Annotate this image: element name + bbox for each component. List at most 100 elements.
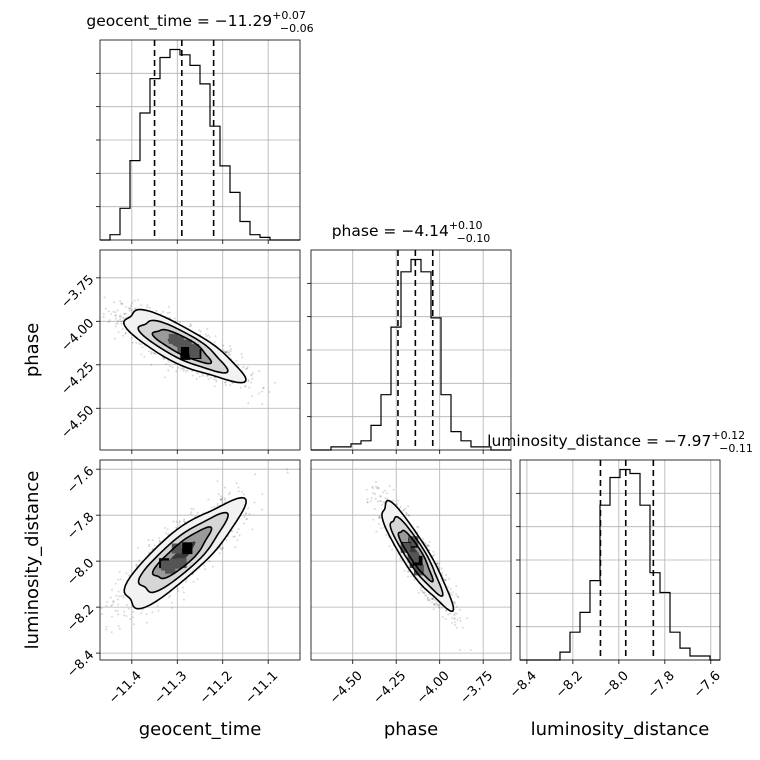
sample-point <box>117 331 120 334</box>
title-minus: −0.10 <box>457 232 491 245</box>
sample-point <box>229 345 231 348</box>
sample-point <box>451 593 453 596</box>
sample-point <box>426 544 429 547</box>
sample-point <box>230 348 233 350</box>
sample-point <box>246 367 248 370</box>
x-tick-label: −11.2 <box>197 668 236 707</box>
sample-point <box>245 367 248 370</box>
sample-point <box>128 309 131 312</box>
x-tick-label: −8.2 <box>553 668 586 701</box>
sample-point <box>116 609 119 612</box>
sample-point <box>378 499 381 502</box>
sample-point <box>421 591 424 594</box>
sample-point <box>117 613 119 616</box>
sample-point <box>219 546 222 549</box>
sample-point <box>262 387 265 389</box>
sample-point <box>216 502 219 505</box>
sample-point <box>382 491 385 494</box>
sample-point <box>115 317 117 320</box>
sample-point <box>407 514 410 517</box>
sample-point <box>437 562 440 565</box>
sample-point <box>261 403 264 406</box>
sample-point <box>165 363 168 366</box>
sample-point <box>191 374 194 377</box>
sample-point <box>107 321 110 324</box>
sample-point <box>245 518 248 521</box>
sample-point <box>377 486 380 489</box>
sample-point <box>247 402 250 405</box>
sample-point <box>437 565 440 568</box>
density-cell <box>165 563 176 574</box>
sample-point <box>236 531 239 534</box>
sample-point <box>140 612 142 615</box>
sample-point <box>459 608 462 611</box>
sample-point <box>116 578 119 581</box>
sample-point <box>455 605 458 608</box>
sample-point <box>105 625 108 628</box>
density-cell <box>189 348 200 358</box>
sample-point <box>220 498 223 501</box>
sample-point <box>436 602 439 605</box>
sample-point <box>116 322 119 325</box>
sample-point <box>170 607 173 609</box>
sample-point <box>229 353 232 356</box>
sample-point <box>247 380 250 383</box>
sample-point <box>225 351 228 354</box>
sample-point <box>167 533 170 536</box>
sample-point <box>175 370 178 373</box>
sample-point <box>457 596 460 599</box>
sample-point <box>211 565 214 568</box>
sample-point <box>110 313 113 315</box>
x-axis-label-phase: phase <box>384 719 438 740</box>
sample-point <box>384 489 386 492</box>
sample-point <box>421 589 424 592</box>
sample-point <box>151 539 154 541</box>
sample-point <box>221 501 224 504</box>
sample-point <box>117 319 120 322</box>
sample-point <box>225 539 228 541</box>
y-tick-label: −7.8 <box>64 510 97 543</box>
sample-point <box>261 390 263 393</box>
sample-point <box>399 506 402 508</box>
sample-point <box>115 322 118 325</box>
density-cell <box>180 347 191 357</box>
sample-point <box>431 597 434 600</box>
axes-frame <box>310 249 512 451</box>
sample-point <box>203 564 206 567</box>
sample-point <box>395 503 398 506</box>
sample-point <box>177 590 180 593</box>
sample-point <box>182 591 185 594</box>
sample-point <box>242 366 245 369</box>
sample-point <box>366 501 369 504</box>
sample-point <box>185 370 188 373</box>
sample-point <box>380 500 383 503</box>
sample-point <box>167 360 170 363</box>
sample-point <box>214 335 217 338</box>
sample-point <box>204 568 207 571</box>
y-tick-label: −3.75 <box>59 273 98 312</box>
sample-point <box>141 346 144 349</box>
sample-point <box>445 579 448 582</box>
sample-point <box>175 526 178 529</box>
density-cell <box>408 552 419 563</box>
sample-point <box>426 599 429 601</box>
sample-point <box>235 482 238 485</box>
sample-point <box>430 598 433 601</box>
sample-point <box>268 391 271 393</box>
title-text: luminosity_distance = −7.97 <box>487 432 711 451</box>
sample-point <box>97 294 99 296</box>
sample-point <box>154 352 157 355</box>
sample-point <box>458 649 461 651</box>
sample-point <box>391 548 394 551</box>
sample-point <box>261 493 264 495</box>
sample-point <box>155 310 158 312</box>
sample-point <box>173 317 176 320</box>
sample-point <box>453 616 456 619</box>
sample-point <box>158 540 161 543</box>
sample-point <box>240 490 243 493</box>
sample-point <box>147 539 150 542</box>
axes-frame <box>310 459 512 661</box>
x-tick-label: −11.1 <box>242 668 281 707</box>
sample-point <box>117 625 120 628</box>
